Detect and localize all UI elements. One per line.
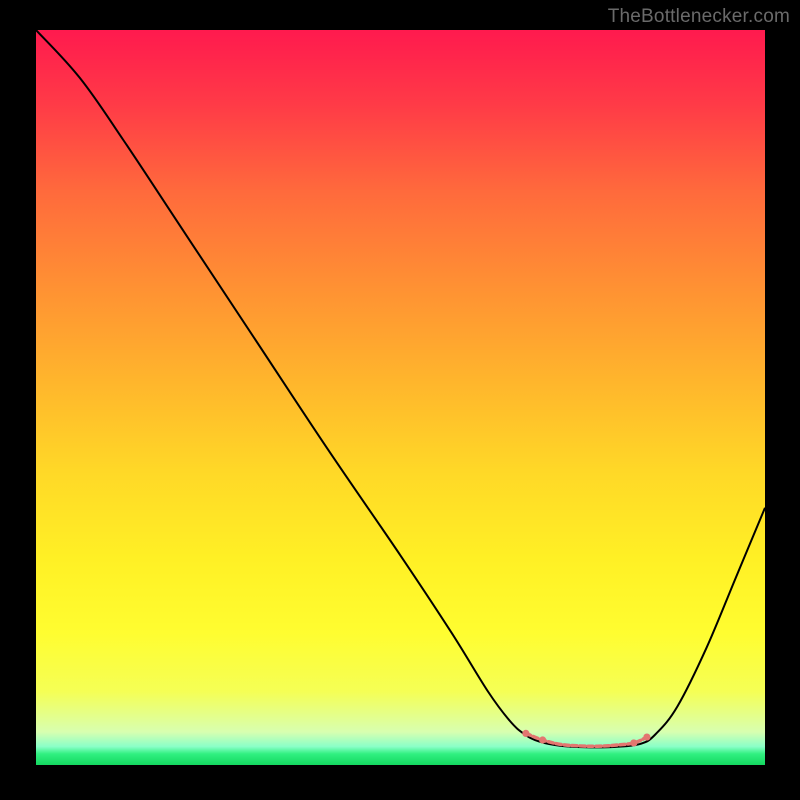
bottleneck-curve — [36, 30, 765, 747]
optimal-range-markers — [522, 730, 650, 747]
chart-container: TheBottlenecker.com — [0, 0, 800, 800]
curve-layer — [36, 30, 765, 765]
watermark-text: TheBottlenecker.com — [608, 6, 790, 28]
plot-area — [36, 30, 765, 765]
